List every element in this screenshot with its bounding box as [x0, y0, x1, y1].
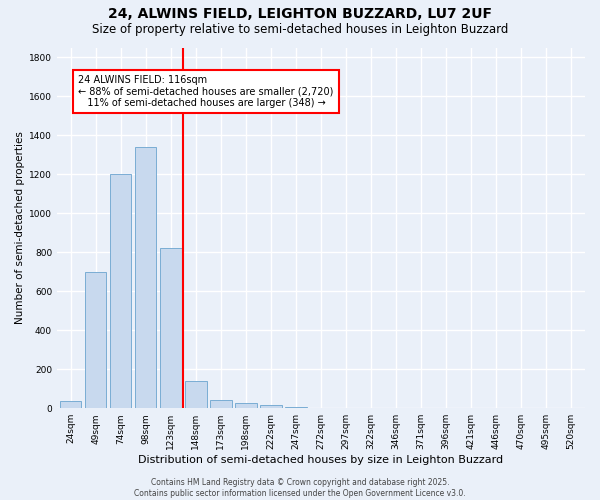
Bar — [60, 401, 82, 408]
Text: 24, ALWINS FIELD, LEIGHTON BUZZARD, LU7 2UF: 24, ALWINS FIELD, LEIGHTON BUZZARD, LU7 … — [108, 8, 492, 22]
Bar — [185, 381, 206, 408]
Text: Contains HM Land Registry data © Crown copyright and database right 2025.
Contai: Contains HM Land Registry data © Crown c… — [134, 478, 466, 498]
Bar — [210, 400, 232, 408]
Bar — [110, 174, 131, 408]
Bar — [160, 248, 182, 408]
Bar — [286, 407, 307, 408]
X-axis label: Distribution of semi-detached houses by size in Leighton Buzzard: Distribution of semi-detached houses by … — [139, 455, 503, 465]
Y-axis label: Number of semi-detached properties: Number of semi-detached properties — [15, 132, 25, 324]
Bar — [85, 272, 106, 408]
Text: Size of property relative to semi-detached houses in Leighton Buzzard: Size of property relative to semi-detach… — [92, 22, 508, 36]
Bar — [235, 404, 257, 408]
Bar — [260, 404, 281, 408]
Text: 24 ALWINS FIELD: 116sqm
← 88% of semi-detached houses are smaller (2,720)
   11%: 24 ALWINS FIELD: 116sqm ← 88% of semi-de… — [78, 75, 334, 108]
Bar — [135, 147, 157, 408]
